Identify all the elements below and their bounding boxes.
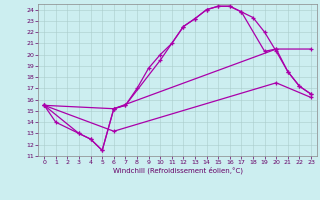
X-axis label: Windchill (Refroidissement éolien,°C): Windchill (Refroidissement éolien,°C)	[113, 167, 243, 174]
